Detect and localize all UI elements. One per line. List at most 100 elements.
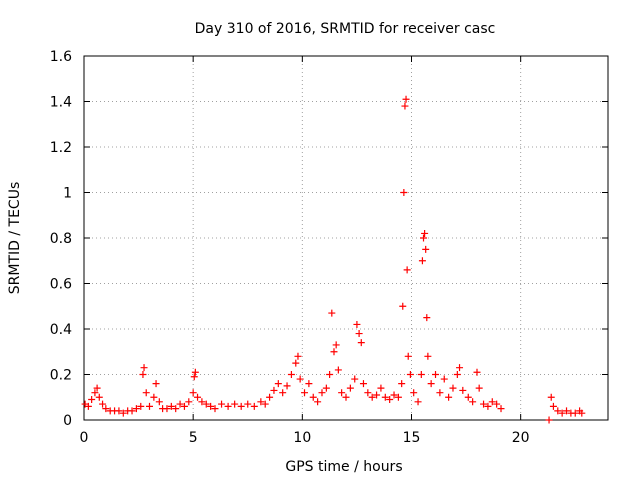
data-point (351, 375, 359, 383)
data-point (400, 189, 408, 196)
data-point (368, 393, 376, 401)
data-point (420, 234, 428, 242)
data-point (473, 368, 481, 376)
data-point (334, 366, 342, 374)
data-point (488, 398, 496, 406)
data-point (244, 400, 252, 408)
data-point (292, 359, 300, 367)
data-point (224, 402, 232, 410)
data-point (287, 371, 295, 378)
data-point (417, 371, 425, 378)
y-tick-label: 0.6 (50, 277, 72, 293)
data-point (558, 409, 566, 417)
data-point (410, 389, 418, 397)
data-point (398, 380, 406, 388)
data-point (207, 402, 215, 410)
data-point (357, 339, 365, 347)
data-point (95, 393, 103, 401)
x-tick-label: 10 (293, 430, 311, 446)
data-point (402, 95, 410, 103)
data-point (404, 352, 412, 360)
data-point (377, 384, 385, 392)
data-point (480, 400, 488, 408)
data-point (427, 380, 435, 388)
data-point (318, 389, 326, 397)
data-point (554, 407, 562, 415)
data-point (270, 386, 278, 394)
data-point (301, 389, 309, 397)
data-point (440, 375, 448, 383)
data-point (330, 348, 338, 356)
y-tick-label: 0.2 (50, 368, 72, 384)
data-point (142, 389, 150, 397)
data-point (386, 396, 394, 404)
data-point (342, 393, 350, 401)
data-point (469, 398, 477, 406)
data-point (326, 371, 334, 378)
data-point (237, 402, 245, 410)
data-point (422, 245, 430, 253)
data-point (414, 398, 422, 406)
data-point (346, 384, 354, 392)
y-tick-label: 1.4 (50, 95, 72, 111)
data-point (257, 398, 265, 406)
data-point (332, 341, 340, 349)
data-point (449, 384, 457, 392)
data-point (493, 400, 501, 408)
data-point (218, 400, 226, 408)
data-point (163, 405, 171, 413)
data-point (139, 371, 147, 378)
data-point (394, 393, 402, 401)
data-point (578, 409, 586, 417)
data-point (132, 405, 140, 413)
y-axis-label: SRMTID / TECUs (7, 182, 23, 295)
data-point (137, 402, 145, 410)
data-point (421, 229, 429, 237)
data-point (274, 380, 282, 388)
data-point (464, 393, 472, 401)
data-point (373, 391, 381, 399)
data-point (403, 266, 411, 274)
data-point (364, 389, 372, 397)
data-point (436, 389, 444, 397)
axis-ticks: 0 5 10 15 20 0 0.2 0.4 0.6 0.8 1 1.2 1.4 1.6 (50, 49, 608, 446)
data-point (91, 389, 99, 397)
data-point (309, 393, 317, 401)
data-point (266, 393, 274, 401)
x-axis-label: GPS time / hours (285, 459, 402, 475)
data-point (294, 352, 302, 360)
data-point (176, 400, 184, 408)
data-point (211, 405, 219, 413)
data-point (423, 314, 431, 322)
data-point (453, 371, 461, 378)
grid (84, 56, 608, 420)
data-point (355, 330, 363, 338)
data-point (547, 393, 555, 401)
data-point (353, 320, 361, 328)
data-point (338, 389, 346, 397)
data-point (128, 407, 136, 415)
data-point (250, 402, 258, 410)
data-point (198, 398, 206, 406)
data-point (84, 402, 92, 410)
data-point (484, 402, 492, 410)
data-point (571, 409, 579, 417)
data-point (418, 257, 426, 265)
data-point (155, 398, 163, 406)
y-tick-label: 1.2 (50, 140, 72, 156)
x-tick-label: 5 (189, 430, 198, 446)
data-point (296, 375, 304, 383)
data-point (328, 309, 336, 317)
data-point (279, 389, 287, 397)
data-points (81, 95, 586, 424)
data-point (88, 396, 96, 404)
data-point (432, 371, 440, 378)
chart-title: Day 310 of 2016, SRMTID for receiver cas… (195, 21, 496, 37)
data-point (194, 393, 202, 401)
data-point (231, 400, 239, 408)
data-point (185, 398, 193, 406)
data-point (406, 371, 414, 378)
data-point (99, 400, 107, 408)
data-point (261, 400, 269, 408)
data-point (497, 405, 505, 413)
